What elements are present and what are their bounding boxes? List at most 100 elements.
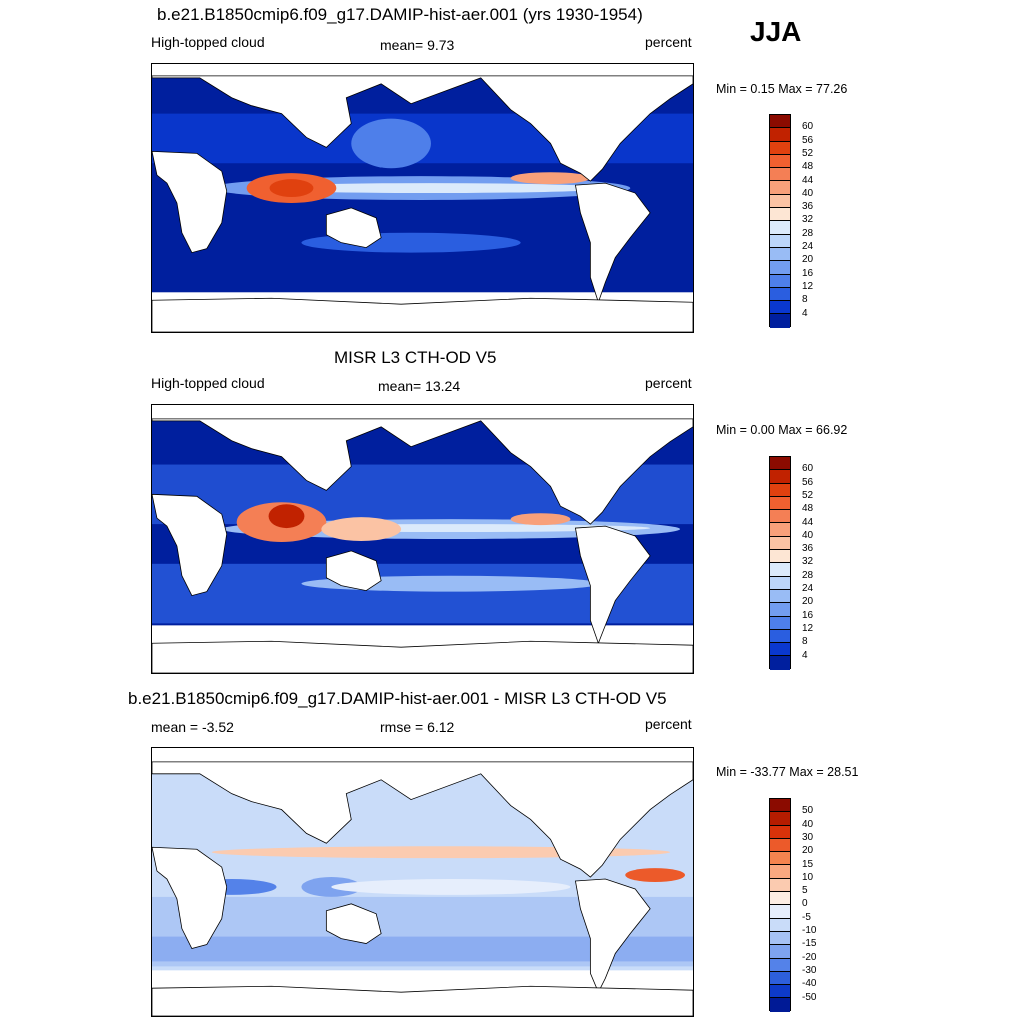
panel1-map (151, 63, 694, 333)
colorbar-label: 60 (802, 463, 814, 475)
antarctica-land (152, 640, 693, 673)
colorbar-swatch (770, 128, 790, 142)
colorbar-swatch (770, 536, 790, 551)
south-america-land (574, 182, 651, 304)
panel2-mean: mean= 13.24 (378, 378, 461, 394)
panel1-unit: percent (645, 34, 692, 50)
panel3-unit: percent (645, 716, 692, 732)
colorbar-swatch (770, 234, 790, 248)
northern-land (152, 761, 693, 878)
colorbar-label: 44 (802, 516, 814, 528)
northern-land (152, 418, 693, 525)
colorbar-swatch (770, 261, 790, 275)
season-label: JJA (750, 16, 802, 47)
colorbar-label: 44 (802, 174, 814, 186)
colorbar-label: 16 (802, 609, 814, 621)
colorbar-swatch (770, 985, 790, 999)
colorbar-label: 32 (802, 214, 814, 226)
panel2-variable-label: High-topped cloud (151, 375, 265, 391)
africa-land (152, 493, 228, 597)
maritime-continent-core (268, 504, 305, 529)
colorbar-swatch (770, 563, 790, 577)
colorbar-swatch (770, 483, 790, 497)
colorbar-label: 12 (802, 280, 814, 292)
australia-land (325, 903, 382, 944)
colorbar-label: 36 (802, 543, 814, 555)
colorbar-swatch (770, 576, 790, 590)
colorbar-label: 8 (802, 636, 808, 648)
panel1-variable-label: High-topped cloud (151, 34, 265, 50)
colorbar-swatch (770, 314, 790, 328)
itcz-east (510, 513, 571, 526)
south-pacific-band (331, 879, 571, 895)
australia-land (325, 207, 382, 249)
colorbar-label: -10 (802, 925, 817, 936)
panel3-mean: mean = -3.52 (151, 719, 234, 735)
colorbar-swatch (770, 154, 790, 169)
colorbar-swatch (770, 825, 790, 839)
colorbar-swatch (770, 838, 790, 853)
south-america-land (574, 525, 651, 645)
colorbar-swatch (770, 931, 790, 946)
colorbar-swatch (770, 945, 790, 959)
panel2-title: MISR L3 CTH-OD V5 (334, 348, 497, 367)
colorbar-swatch (770, 274, 790, 288)
colorbar-label: 28 (802, 227, 814, 239)
colorbar-label: 12 (802, 622, 814, 634)
colorbar-label: 8 (802, 294, 808, 306)
colorbar-label: 56 (802, 476, 814, 488)
colorbar-swatch (770, 643, 790, 657)
colorbar-swatch (770, 878, 790, 893)
colorbar-swatch (770, 247, 790, 262)
colorbar-label: 0 (802, 898, 808, 910)
colorbar-label: 20 (802, 254, 814, 266)
colorbar-swatch (770, 603, 790, 617)
africa-land (152, 150, 228, 254)
colorbar-swatch (770, 194, 790, 209)
colorbar-swatch (770, 812, 790, 826)
colorbar-label: 52 (802, 489, 814, 501)
colorbar-swatch (770, 115, 790, 129)
colorbar-swatch (770, 852, 790, 866)
colorbar-label: 52 (802, 147, 814, 159)
panel2-minmax: Min = 0.00 Max = 66.92 (716, 423, 848, 437)
colorbar-swatch (770, 496, 790, 511)
colorbar-swatch (770, 181, 790, 195)
colorbar-swatch (770, 550, 790, 564)
colorbar-label: 40 (802, 818, 814, 830)
colorbar-swatch (770, 141, 790, 155)
atlantic-max (625, 868, 686, 882)
south-america-land (574, 878, 651, 994)
panel1-minmax: Min = 0.15 Max = 77.26 (716, 82, 848, 96)
colorbar-label: 20 (802, 845, 814, 857)
colorbar-label: 10 (802, 871, 814, 883)
colorbar-label: -40 (802, 978, 817, 990)
northern-land (152, 75, 693, 182)
colorbar-swatch (770, 287, 790, 302)
colorbar-swatch (770, 457, 790, 471)
colorbar-swatch (770, 971, 790, 986)
australia-land (325, 550, 382, 592)
west-pacific-patch (321, 517, 402, 541)
colorbar-swatch (770, 221, 790, 235)
colorbar-swatch (770, 799, 790, 813)
panel3-colorbar (769, 798, 791, 1012)
colorbar-swatch (770, 865, 790, 879)
colorbar-label: 28 (802, 569, 814, 581)
colorbar-swatch (770, 510, 790, 524)
colorbar-label: 5 (802, 885, 808, 897)
panel2-colorbar (769, 456, 791, 670)
colorbar-swatch (770, 616, 790, 630)
colorbar-label: 40 (802, 529, 814, 541)
colorbar-label: 32 (802, 556, 814, 568)
colorbar-swatch (770, 168, 790, 182)
colorbar-swatch (770, 470, 790, 484)
maritime-continent-core (269, 179, 314, 198)
colorbar-swatch (770, 301, 790, 315)
colorbar-label: 16 (802, 267, 814, 279)
colorbar-label: -20 (802, 951, 817, 963)
panel3-map (151, 747, 694, 1017)
panel1-map-plot (152, 75, 693, 332)
colorbar-label: 4 (802, 649, 808, 661)
antarctica-land (152, 985, 693, 1016)
